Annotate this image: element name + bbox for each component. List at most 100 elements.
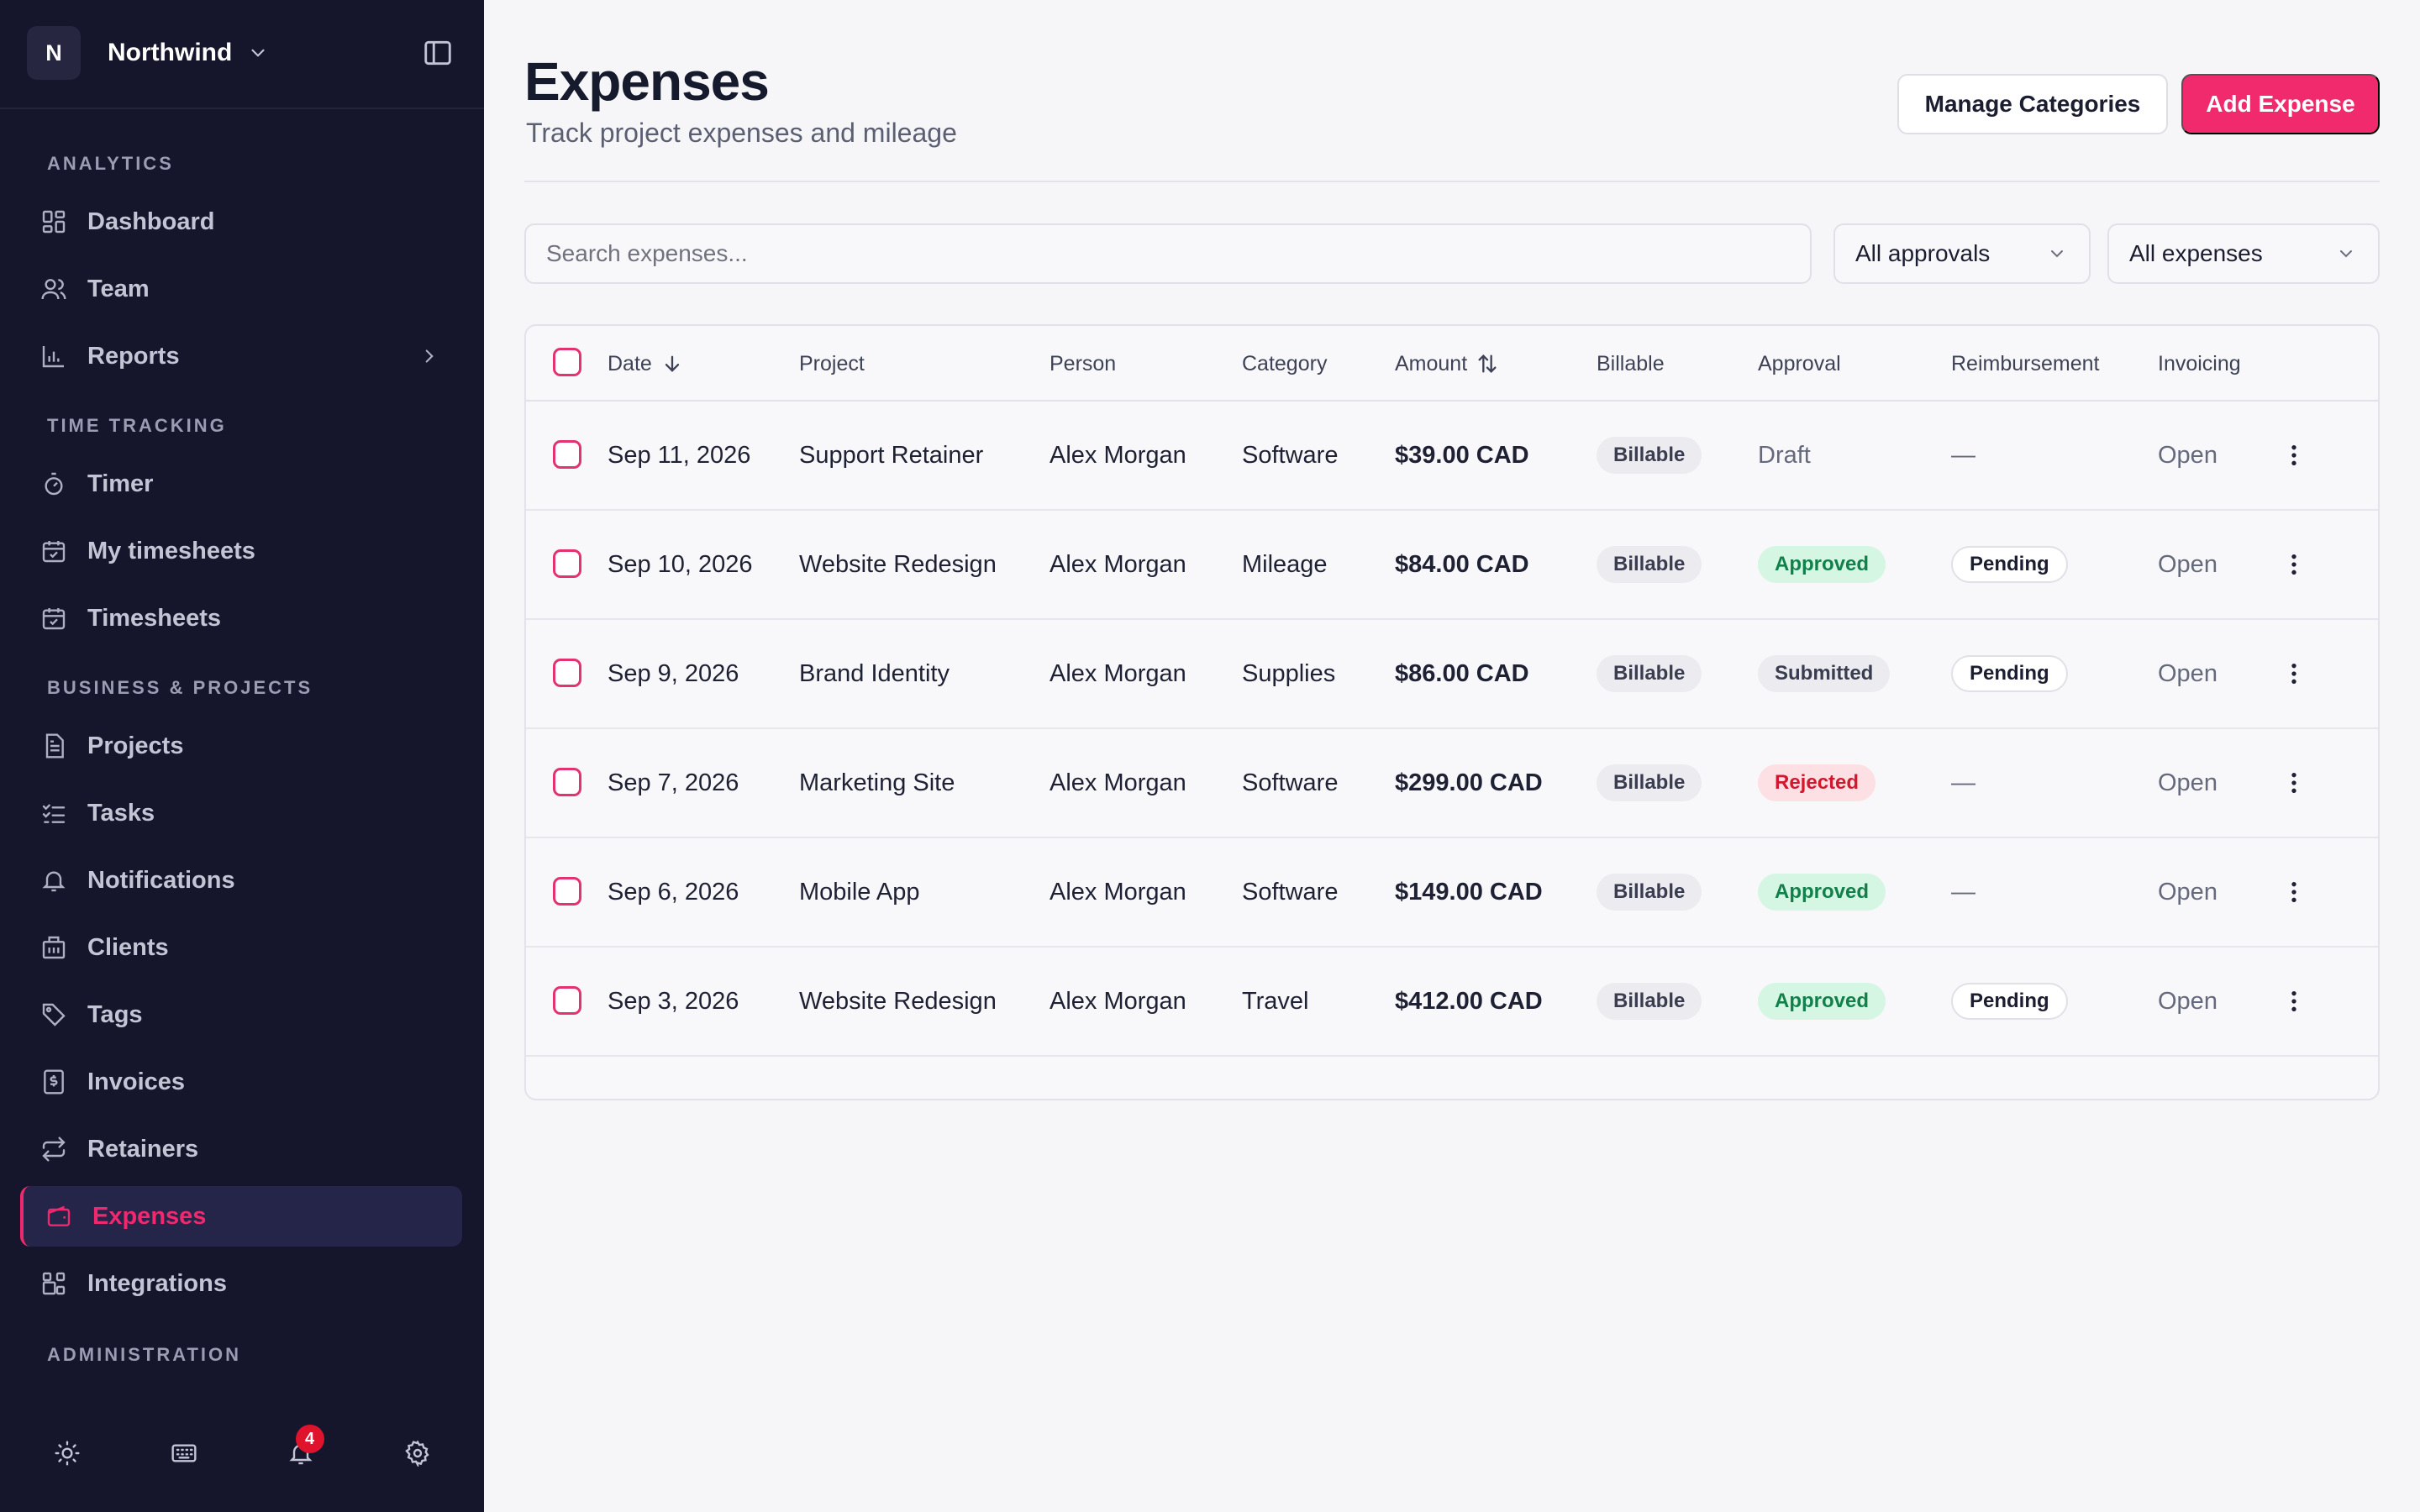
more-vertical-icon [2291, 554, 2296, 575]
row-checkbox[interactable] [553, 768, 581, 796]
sidebar-item-label: Timer [87, 470, 154, 497]
manage-categories-button[interactable]: Manage Categories [1897, 74, 2168, 134]
project-cell: Website Redesign [799, 987, 997, 1015]
category-cell: Software [1242, 878, 1339, 906]
person-cell: Alex Morgan [1050, 441, 1186, 469]
sidebar-item-label: Projects [87, 732, 184, 759]
sidebar-item-timer[interactable]: Timer [20, 454, 462, 514]
reimbursement-status-text: — [1951, 441, 1975, 469]
settings-button[interactable] [387, 1423, 448, 1483]
sidebar-item-tags[interactable]: Tags [20, 984, 462, 1045]
sidebar-item-dashboard[interactable]: Dashboard [20, 192, 462, 252]
billable-badge: Billable [1597, 437, 1702, 474]
sidebar-footer: 4 [0, 1420, 484, 1487]
reimbursement-cell: — [1951, 402, 1975, 509]
table-row[interactable]: Sep 9, 2026 Brand Identity Alex Morgan Supp… [526, 620, 2378, 729]
row-checkbox[interactable] [553, 659, 581, 687]
date-cell: Sep 10, 2026 [608, 550, 753, 578]
building-icon [42, 936, 66, 959]
table-row[interactable]: Sep 7, 2026 Marketing Site Alex Morgan Soft… [526, 729, 2378, 838]
column-approval: Approval [1758, 351, 1841, 375]
row-checkbox[interactable] [553, 440, 581, 469]
row-actions-button[interactable] [2274, 435, 2314, 475]
gear-icon [404, 1440, 429, 1467]
approval-filter-value: All approvals [1855, 240, 1991, 266]
sidebar-item-label: Expenses [92, 1202, 207, 1230]
section-analytics: ANALYTICS [47, 153, 174, 174]
header-divider [524, 181, 2380, 182]
person-cell: Alex Morgan [1050, 878, 1186, 906]
row-checkbox[interactable] [553, 986, 581, 1015]
search-input[interactable] [524, 223, 1812, 284]
row-checkbox[interactable] [553, 549, 581, 578]
billable-badge: Billable [1597, 546, 1702, 583]
reimbursement-cell: — [1951, 838, 1975, 946]
reimbursement-status-text: — [1951, 878, 1975, 906]
column-invoicing: Invoicing [2158, 351, 2241, 375]
sidebar-toggle-icon[interactable] [420, 37, 455, 69]
reimbursement-cell: Pending [1951, 948, 2068, 1055]
billable-cell: Billable [1597, 620, 1702, 727]
table-row[interactable]: Sep 10, 2026 Website Redesign Alex Morgan M… [526, 511, 2378, 620]
notifications-button[interactable]: 4 [271, 1423, 331, 1483]
date-cell: Sep 11, 2026 [608, 441, 751, 469]
row-actions-button[interactable] [2274, 654, 2314, 694]
amount-cell: $84.00 CAD [1395, 550, 1529, 578]
sidebar-item-integrations[interactable]: Integrations [20, 1253, 462, 1314]
sidebar-item-label: Notifications [87, 866, 235, 894]
document-icon [45, 733, 64, 759]
sidebar-item-notifications[interactable]: Notifications [20, 850, 462, 911]
keyboard-icon [171, 1444, 197, 1462]
sidebar-item-label: Reports [87, 342, 180, 370]
wallet-icon [47, 1205, 71, 1226]
sidebar-item-reports[interactable]: Reports [20, 326, 462, 386]
column-amount[interactable]: Amount [1395, 326, 1499, 402]
sidebar-item-label: Integrations [87, 1269, 227, 1297]
expense-filter-select[interactable]: All expenses [2107, 223, 2380, 284]
row-checkbox[interactable] [553, 877, 581, 906]
sidebar-item-tasks[interactable]: Tasks [20, 783, 462, 843]
billable-badge: Billable [1597, 983, 1702, 1020]
select-all-checkbox[interactable] [553, 348, 581, 376]
row-actions-button[interactable] [2274, 981, 2314, 1021]
column-project: Project [799, 351, 865, 375]
table-row[interactable]: Sep 6, 2026 Mobile App Alex Morgan Software… [526, 838, 2378, 948]
approval-filter-select[interactable]: All approvals [1833, 223, 2091, 284]
category-cell: Mileage [1242, 550, 1328, 578]
project-cell: Mobile App [799, 878, 920, 906]
sidebar-item-team[interactable]: Team [20, 259, 462, 319]
invoicing-cell: Open [2158, 987, 2217, 1015]
row-actions-button[interactable] [2274, 544, 2314, 585]
sidebar-item-clients[interactable]: Clients [20, 917, 462, 978]
amount-cell: $412.00 CAD [1395, 987, 1543, 1015]
sidebar-item-projects[interactable]: Projects [20, 716, 462, 776]
column-date[interactable]: Date [608, 326, 684, 402]
theme-toggle-button[interactable] [37, 1423, 97, 1483]
section-business-projects: BUSINESS & PROJECTS [47, 677, 313, 698]
sidebar-item-invoices[interactable]: Invoices [20, 1052, 462, 1112]
sidebar-item-my-timesheets[interactable]: My timesheets [20, 521, 462, 581]
person-cell: Alex Morgan [1050, 987, 1186, 1015]
column-label: Date [608, 351, 652, 375]
approval-status-badge: Rejected [1758, 764, 1876, 801]
sidebar-item-label: Retainers [87, 1135, 199, 1163]
row-actions-button[interactable] [2274, 872, 2314, 912]
sidebar-item-expenses[interactable]: Expenses [20, 1186, 462, 1247]
project-cell: Website Redesign [799, 550, 997, 578]
date-cell: Sep 6, 2026 [608, 878, 739, 906]
table-row[interactable]: Sep 3, 2026 Website Redesign Alex Morgan Tr… [526, 948, 2378, 1057]
more-vertical-icon [2291, 773, 2296, 793]
category-cell: Supplies [1242, 659, 1336, 687]
table-row[interactable]: Sep 11, 2026 Support Retainer Alex Morgan S… [526, 402, 2378, 511]
add-expense-button[interactable]: Add Expense [2181, 74, 2380, 134]
keyboard-shortcuts-button[interactable] [154, 1423, 214, 1483]
approval-cell: Approved [1758, 948, 1886, 1055]
project-cell: Marketing Site [799, 769, 955, 796]
category-cell: Software [1242, 441, 1339, 469]
row-actions-button[interactable] [2274, 763, 2314, 803]
workspace-switcher[interactable]: N Northwind [27, 25, 269, 81]
sidebar-item-timesheets[interactable]: Timesheets [20, 588, 462, 648]
project-cell: Support Retainer [799, 441, 984, 469]
sidebar-item-retainers[interactable]: Retainers [20, 1119, 462, 1179]
approval-cell: Draft [1758, 402, 1811, 509]
